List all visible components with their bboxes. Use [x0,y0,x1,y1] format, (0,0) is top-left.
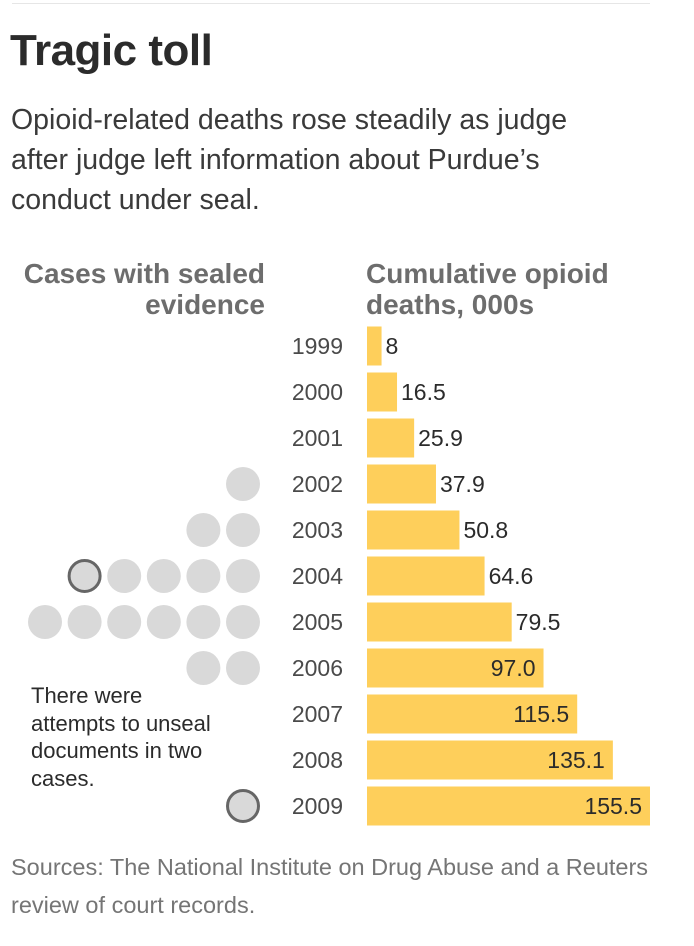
unseal-attempt-dot [226,789,260,823]
top-rule [12,3,650,4]
value-label: 97.0 [491,655,536,681]
chart-title: Tragic toll [10,26,213,75]
sealed-cases-header: Cases with sealed evidence [23,258,265,320]
year-label: 2008 [292,747,343,773]
value-label: 16.5 [401,379,446,405]
year-label: 2003 [292,517,343,543]
year-label: 2007 [292,701,343,727]
sealed-case-dot [186,605,221,639]
value-label: 25.9 [418,425,463,451]
sealed-case-dot [146,605,181,639]
year-label: 2006 [292,655,343,681]
bar [367,648,544,688]
bar [367,602,512,642]
sealed-case-dot [186,651,221,685]
sealed-case-dot [186,559,221,593]
sealed-case-dot [28,605,62,639]
year-label: 1999 [292,333,343,359]
bar [367,694,578,734]
bar [367,326,382,366]
bar [367,464,436,504]
year-label: 2000 [292,379,343,405]
value-label: 79.5 [516,609,561,635]
sealed-case-dot [146,559,181,593]
year-label: 2004 [292,563,343,589]
year-label: 2005 [292,609,343,635]
bar [367,556,485,596]
value-label: 135.1 [547,747,605,773]
bar [367,786,650,826]
value-label: 155.5 [584,793,642,819]
year-label: 2001 [292,425,343,451]
unseal-attempts-annotation: There were attempts to unseal documents … [31,683,211,791]
sealed-case-dot [67,605,102,639]
sealed-case-dot [107,605,142,639]
bar [367,372,398,412]
bar [367,510,460,550]
bar [367,740,613,780]
value-label: 8 [386,333,399,359]
sealed-case-dot [226,651,260,685]
sealed-case-dot [186,513,221,547]
value-label: 115.5 [513,701,569,727]
value-label: 37.9 [440,471,485,497]
sealed-case-dot [226,467,260,501]
sealed-case-dot [226,605,260,639]
sealed-case-dot [107,559,142,593]
value-label: 50.8 [463,517,508,543]
bar [367,418,415,458]
sealed-case-dot [226,513,260,547]
sealed-case-dot [226,559,260,593]
chart-subtitle: Opioid-related deaths rose steadily as j… [11,104,568,216]
unseal-attempt-dot [67,559,102,593]
year-label: 2009 [292,793,343,819]
cumulative-deaths-header: Cumulative opioid deaths, 000s [366,258,609,320]
value-label: 64.6 [489,563,534,589]
year-label: 2002 [292,471,343,497]
source-note: Sources: The National Institute on Drug … [11,854,649,918]
